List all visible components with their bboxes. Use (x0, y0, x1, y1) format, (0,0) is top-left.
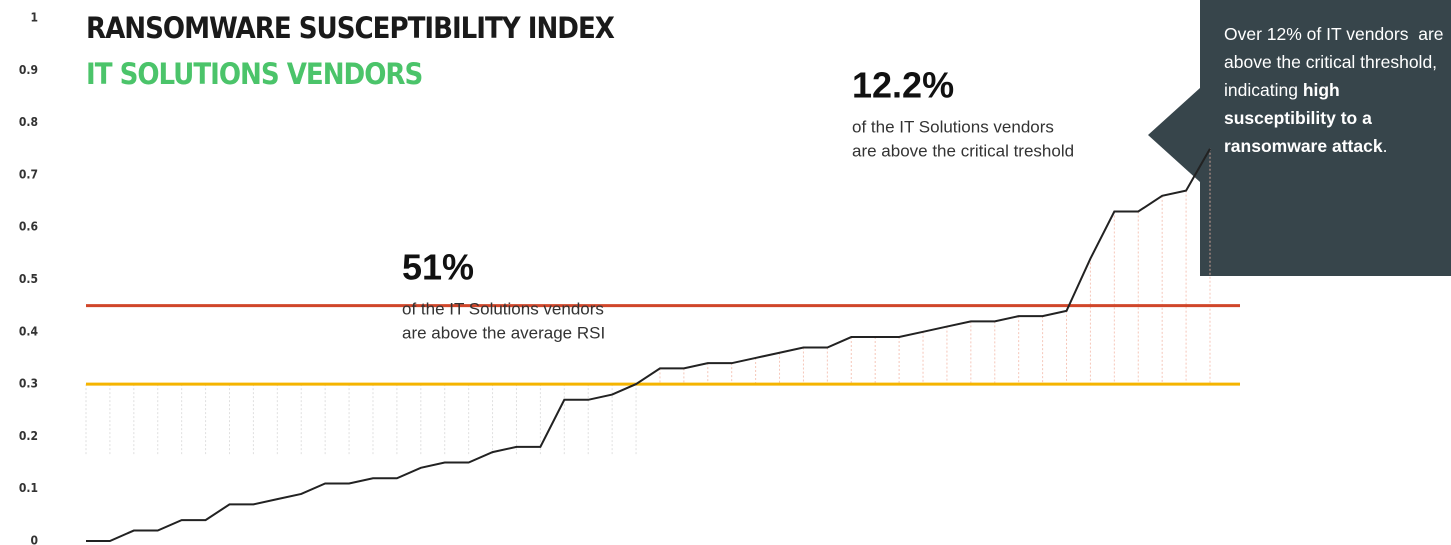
callout-text: . (1382, 136, 1388, 156)
callout-box (1200, 0, 1451, 276)
annotation-text: are above the critical treshold (852, 141, 1074, 160)
annotation-headline: 51% (402, 247, 474, 288)
y-tick-label: 1 (30, 11, 38, 25)
chart-subtitle: IT SOLUTIONS VENDORS (86, 57, 422, 91)
y-tick-label: 0.6 (19, 220, 38, 234)
y-tick-label: 0.7 (19, 167, 38, 181)
annotation-headline: 12.2% (852, 65, 954, 106)
y-tick-label: 0.3 (19, 377, 38, 391)
y-tick-label: 0.1 (19, 481, 38, 495)
annotation-text: of the IT Solutions vendors (852, 117, 1054, 136)
y-tick-label: 0.5 (19, 272, 38, 286)
y-tick-label: 0.2 (19, 429, 38, 443)
annotation-text: are above the average RSI (402, 323, 605, 342)
y-tick-label: 0.4 (19, 324, 39, 338)
callout-text: high susceptibility to a ransomware atta… (1224, 80, 1383, 156)
callout-text: Over 12% of IT vendors are above the cri… (1224, 24, 1449, 100)
data-line (86, 148, 1211, 542)
chart-title: RANSOMWARE SUSCEPTIBILITY INDEX (86, 11, 615, 45)
y-tick-label: 0 (30, 534, 38, 545)
y-tick-label: 0.8 (19, 115, 38, 129)
callout-pointer (1148, 88, 1200, 182)
y-tick-label: 0.9 (19, 63, 38, 77)
annotation-text: of the IT Solutions vendors (402, 299, 604, 318)
callout: Over 12% of IT vendors are above the cri… (1224, 20, 1446, 160)
